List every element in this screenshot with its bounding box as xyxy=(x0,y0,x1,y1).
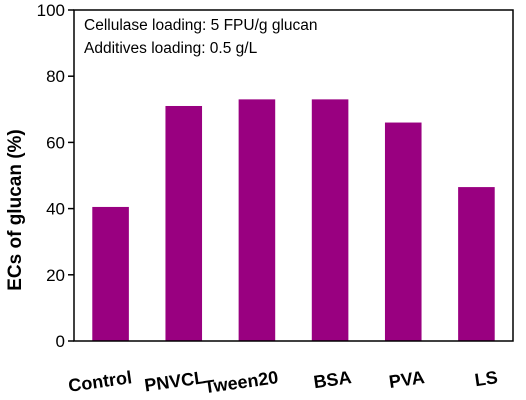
annotation-additives-loading: Additives loading: 0.5 g/L xyxy=(84,40,258,57)
plot-frame xyxy=(73,9,514,342)
bar-control xyxy=(92,206,129,341)
y-axis-title: ECs of glucan (%) xyxy=(5,129,26,291)
bar-ls xyxy=(458,187,495,341)
bar-tween20 xyxy=(238,99,276,342)
bars xyxy=(92,99,495,342)
bar-pnvcl xyxy=(165,105,203,342)
annotation-cellulase-loading: Cellulase loading: 5 FPU/g glucan xyxy=(84,17,318,34)
x-tick-label-pva: PVA xyxy=(388,367,426,392)
x-tick-label-bsa: BSA xyxy=(312,367,352,392)
y-tick-label: 0 xyxy=(56,332,65,351)
x-tick-label-pnvcl: PNVCL xyxy=(143,367,206,395)
x-tick-label-control: Control xyxy=(67,367,133,396)
y-ticks: 0 20 40 60 80 100 xyxy=(37,1,74,351)
y-tick-label: 20 xyxy=(46,266,65,285)
y-tick-label: 40 xyxy=(46,200,65,219)
bar-pva xyxy=(384,122,422,341)
x-tick-label-tween20: Tween20 xyxy=(203,367,280,397)
y-tick-label: 80 xyxy=(46,67,65,86)
y-tick-label: 60 xyxy=(46,133,65,152)
bar-bsa xyxy=(311,99,349,342)
x-tick-label-ls: LS xyxy=(473,367,499,390)
y-tick-label: 100 xyxy=(37,1,65,20)
